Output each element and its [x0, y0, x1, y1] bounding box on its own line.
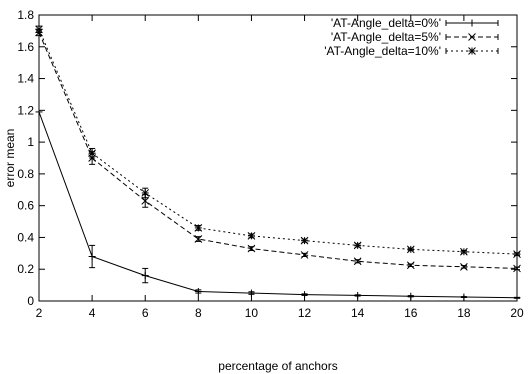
y-tick-label: 1	[27, 135, 34, 149]
legend-label-1: 'AT-Angle_delta=5%'	[331, 30, 441, 44]
legend: 'AT-Angle_delta=0%''AT-Angle_delta=5%''A…	[324, 16, 499, 58]
data-point	[247, 289, 255, 297]
legend-marker-2	[468, 47, 476, 55]
y-tick-label: 1.8	[17, 8, 34, 22]
y-tick-label: 0.6	[17, 199, 34, 213]
data-point	[513, 294, 521, 302]
legend-marker-1	[468, 33, 476, 41]
data-point	[513, 250, 521, 258]
data-point	[141, 272, 149, 280]
data-point	[35, 108, 43, 116]
series-1	[35, 28, 521, 273]
x-tick-label: 4	[89, 306, 96, 320]
x-tick-label: 10	[245, 306, 259, 320]
data-point	[300, 236, 309, 245]
axes-layer: 2 4 6 8 10 12 14 16 18 20 0 0.2 0.4 0.6 0.8 1 1.2 1.4 1.6 1…	[17, 8, 524, 320]
y-tick-label: 1.6	[17, 40, 34, 54]
x-tick-label: 2	[36, 306, 43, 320]
data-point	[88, 149, 96, 158]
series-layer	[35, 25, 521, 302]
legend-label-0: 'AT-Angle_delta=0%'	[331, 16, 441, 30]
series-line	[38, 32, 518, 269]
y-axis-label: error mean	[3, 129, 17, 188]
y-tick-label: 1.4	[17, 72, 34, 86]
series-line	[38, 29, 518, 255]
y-tick-label: 0.8	[17, 167, 34, 181]
x-axis-label: percentage of anchors	[218, 359, 337, 373]
data-point	[513, 264, 521, 273]
x-tick-label: 6	[142, 306, 149, 320]
data-point	[141, 197, 150, 205]
y-tick-label: 0	[27, 294, 34, 308]
x-tick-label: 16	[404, 306, 418, 320]
data-point	[301, 291, 309, 299]
data-point	[460, 247, 468, 256]
legend-marker-0	[468, 19, 476, 27]
data-point	[35, 25, 43, 34]
data-point	[247, 232, 256, 240]
data-point	[300, 251, 309, 259]
series-2	[35, 25, 521, 258]
data-point	[353, 257, 362, 266]
legend-label-2: 'AT-Angle_delta=10%'	[324, 44, 441, 58]
data-point	[406, 261, 415, 270]
y-tick-label: 0.4	[17, 230, 34, 244]
data-point	[354, 291, 362, 299]
data-point	[353, 241, 362, 250]
x-tick-label: 8	[195, 306, 202, 320]
plot-frame	[38, 14, 518, 302]
data-point	[194, 287, 202, 295]
data-point	[141, 189, 150, 197]
data-point	[247, 244, 256, 253]
y-tick-label: 1.2	[17, 103, 34, 117]
series-0	[35, 108, 521, 302]
data-point	[194, 224, 203, 232]
series-line	[38, 111, 518, 299]
data-point	[407, 292, 415, 300]
x-tick-label: 18	[457, 306, 471, 320]
data-point	[88, 253, 96, 261]
x-tick-label: 20	[510, 306, 524, 320]
data-point	[194, 235, 203, 243]
data-point	[460, 293, 468, 301]
data-point	[460, 262, 468, 271]
data-point	[406, 245, 415, 254]
x-tick-label: 12	[298, 306, 312, 320]
y-tick-label: 0.2	[17, 262, 34, 276]
x-tick-label: 14	[351, 306, 365, 320]
